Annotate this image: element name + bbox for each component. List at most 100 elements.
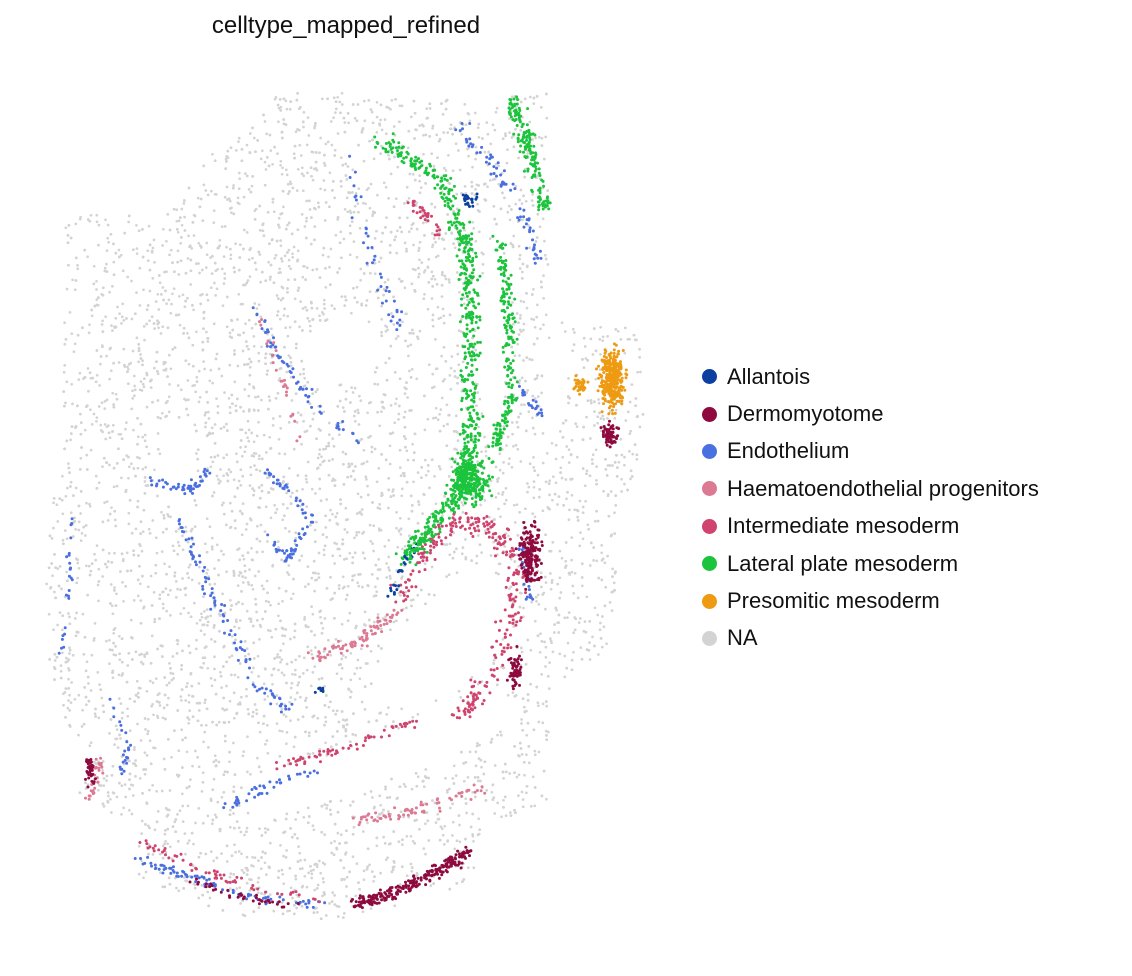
data-point xyxy=(540,136,544,140)
data-point xyxy=(629,429,633,433)
data-point xyxy=(445,403,449,407)
data-point xyxy=(241,581,245,584)
data-point xyxy=(411,172,415,176)
data-point xyxy=(533,325,537,329)
data-point xyxy=(322,161,326,165)
data-point xyxy=(78,468,82,471)
data-point xyxy=(316,201,320,205)
data-point xyxy=(163,562,166,566)
data-point xyxy=(480,765,483,769)
data-point xyxy=(414,268,417,272)
data-point xyxy=(573,508,577,512)
data-point xyxy=(133,745,136,749)
data-point xyxy=(287,264,291,268)
data-point xyxy=(105,249,109,253)
data-point xyxy=(254,395,257,399)
data-point xyxy=(120,552,124,556)
data-point xyxy=(252,335,256,338)
data-point xyxy=(128,729,132,732)
data-point xyxy=(370,110,374,114)
data-point xyxy=(333,148,337,152)
data-point xyxy=(87,682,90,685)
data-point xyxy=(286,506,289,510)
data-point xyxy=(134,764,138,768)
data-point xyxy=(581,358,584,361)
data-point xyxy=(522,359,525,362)
data-point xyxy=(228,887,232,890)
data-point xyxy=(359,399,363,402)
data-point xyxy=(360,700,364,704)
data-point xyxy=(214,692,218,696)
data-point xyxy=(437,317,441,320)
data-point xyxy=(512,145,516,149)
data-point xyxy=(516,342,520,346)
data-point xyxy=(263,667,267,670)
data-point xyxy=(266,751,270,755)
data-point xyxy=(426,417,430,421)
data-point xyxy=(357,423,361,426)
data-point xyxy=(312,714,316,718)
data-point xyxy=(486,185,489,189)
data-point xyxy=(210,426,214,430)
data-point xyxy=(171,655,175,658)
data-point xyxy=(166,842,169,846)
data-point xyxy=(90,653,94,657)
data-point xyxy=(197,241,201,245)
data-point xyxy=(170,302,173,306)
data-point xyxy=(492,796,496,799)
data-point xyxy=(417,249,421,252)
data-point xyxy=(355,285,359,289)
data-point xyxy=(343,410,346,413)
data-point xyxy=(442,424,446,428)
data-point xyxy=(431,799,434,802)
data-point xyxy=(639,370,642,374)
data-point xyxy=(132,428,135,432)
data-point xyxy=(293,673,297,676)
data-point xyxy=(251,624,255,628)
data-point xyxy=(549,587,553,591)
data-point xyxy=(550,441,554,445)
data-point xyxy=(482,183,486,186)
data-point xyxy=(541,461,545,465)
data-point xyxy=(608,464,612,467)
data-point xyxy=(548,493,551,497)
data-point xyxy=(449,387,453,391)
data-point xyxy=(606,416,609,420)
data-point xyxy=(234,242,237,246)
data-point xyxy=(88,323,91,327)
data-point xyxy=(472,227,476,230)
data-point xyxy=(355,666,359,670)
data-point xyxy=(68,652,71,655)
data-point xyxy=(306,460,310,464)
data-point xyxy=(245,826,249,830)
data-point xyxy=(538,650,542,654)
data-point xyxy=(253,464,256,467)
data-point xyxy=(352,414,356,418)
data-point xyxy=(222,773,226,777)
data-point xyxy=(281,189,285,193)
data-point xyxy=(279,239,282,242)
data-point xyxy=(134,693,138,697)
data-point xyxy=(256,139,260,142)
data-point xyxy=(277,271,281,275)
data-point xyxy=(313,633,317,637)
data-point xyxy=(138,266,142,270)
data-point xyxy=(387,706,390,709)
data-point xyxy=(519,646,523,650)
data-point xyxy=(537,750,541,754)
data-point xyxy=(337,584,341,587)
data-point xyxy=(210,684,214,688)
data-point xyxy=(369,907,373,910)
data-point xyxy=(159,871,162,874)
data-point xyxy=(132,467,136,470)
data-point xyxy=(169,589,172,592)
data-point xyxy=(287,258,291,262)
data-point xyxy=(215,352,219,356)
data-point xyxy=(74,279,78,282)
data-point xyxy=(485,121,489,124)
data-point xyxy=(235,887,239,890)
data-point xyxy=(545,116,549,120)
data-point xyxy=(283,452,287,456)
data-point xyxy=(476,460,479,463)
data-point xyxy=(369,108,373,111)
